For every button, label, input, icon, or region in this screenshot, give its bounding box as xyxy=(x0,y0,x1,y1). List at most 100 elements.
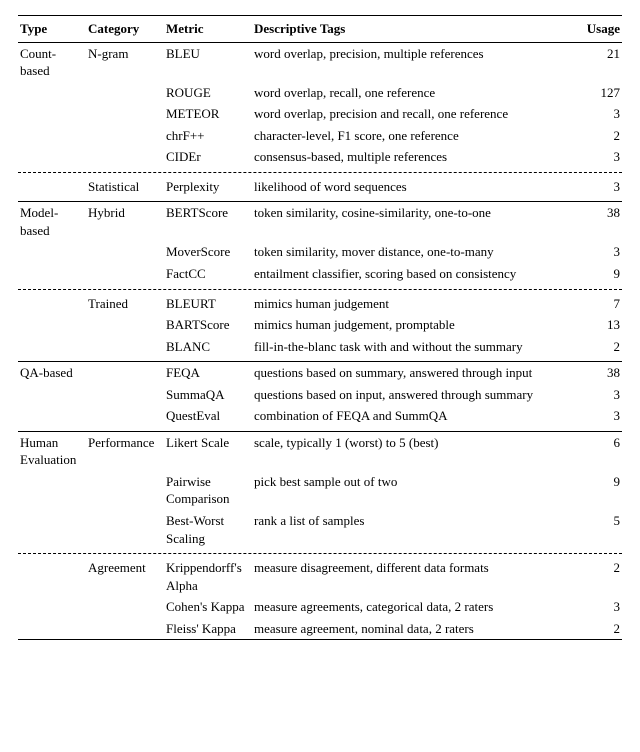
cell-usage: 38 xyxy=(578,202,622,242)
cell-type xyxy=(18,471,86,510)
table-row: BARTScoremimics human judgement, prompta… xyxy=(18,314,622,336)
cell-metric: Krippendorff's Alpha xyxy=(164,557,252,596)
cell-tags: token similarity, mover distance, one-to… xyxy=(252,241,578,263)
cell-type xyxy=(18,125,86,147)
cell-usage: 5 xyxy=(578,510,622,549)
cell-metric: CIDEr xyxy=(164,146,252,168)
cell-usage: 9 xyxy=(578,471,622,510)
cell-type xyxy=(18,384,86,406)
cell-category: Agreement xyxy=(86,557,164,596)
cell-type: QA-based xyxy=(18,362,86,384)
table-row: Pairwise Comparisonpick best sample out … xyxy=(18,471,622,510)
cell-type xyxy=(18,103,86,125)
cell-type xyxy=(18,241,86,263)
cell-type xyxy=(18,557,86,596)
cell-usage: 3 xyxy=(578,146,622,168)
cell-type xyxy=(18,293,86,315)
cell-metric: BLEU xyxy=(164,42,252,82)
cell-metric: Likert Scale xyxy=(164,431,252,471)
cell-category: Hybrid xyxy=(86,202,164,242)
cell-metric: ROUGE xyxy=(164,82,252,104)
cell-usage: 7 xyxy=(578,293,622,315)
table-row: Human EvaluationPerformanceLikert Scales… xyxy=(18,431,622,471)
cell-type xyxy=(18,176,86,198)
cell-category xyxy=(86,471,164,510)
cell-usage: 127 xyxy=(578,82,622,104)
cell-category xyxy=(86,384,164,406)
cell-usage: 6 xyxy=(578,431,622,471)
cell-type xyxy=(18,596,86,618)
cell-type xyxy=(18,618,86,640)
cell-usage: 3 xyxy=(578,241,622,263)
cell-metric: METEOR xyxy=(164,103,252,125)
cell-type xyxy=(18,405,86,427)
table-row xyxy=(18,549,622,557)
cell-type xyxy=(18,336,86,358)
header-usage: Usage xyxy=(578,16,622,43)
cell-category xyxy=(86,82,164,104)
table-row: Fleiss' Kappameasure agreement, nominal … xyxy=(18,618,622,640)
cell-tags: entailment classifier, scoring based on … xyxy=(252,263,578,285)
cell-usage: 2 xyxy=(578,618,622,640)
cell-category xyxy=(86,314,164,336)
table-row: MoverScoretoken similarity, mover distan… xyxy=(18,241,622,263)
cell-type xyxy=(18,82,86,104)
cell-metric: Pairwise Comparison xyxy=(164,471,252,510)
cell-tags: measure disagreement, different data for… xyxy=(252,557,578,596)
cell-type xyxy=(18,314,86,336)
cell-type xyxy=(18,263,86,285)
cell-metric: Perplexity xyxy=(164,176,252,198)
table-row: Best-Worst Scalingrank a list of samples… xyxy=(18,510,622,549)
cell-category xyxy=(86,510,164,549)
table-row: METEORword overlap, precision and recall… xyxy=(18,103,622,125)
table-row: QA-basedFEQAquestions based on summary, … xyxy=(18,362,622,384)
table-row: CIDErconsensus-based, multiple reference… xyxy=(18,146,622,168)
cell-usage: 3 xyxy=(578,103,622,125)
cell-usage: 2 xyxy=(578,557,622,596)
cell-usage: 38 xyxy=(578,362,622,384)
cell-tags: character-level, F1 score, one reference xyxy=(252,125,578,147)
header-category: Category xyxy=(86,16,164,43)
cell-metric: Best-Worst Scaling xyxy=(164,510,252,549)
cell-category xyxy=(86,103,164,125)
cell-category xyxy=(86,362,164,384)
cell-tags: word overlap, precision, multiple refere… xyxy=(252,42,578,82)
cell-category xyxy=(86,405,164,427)
cell-metric: chrF++ xyxy=(164,125,252,147)
table-row: TrainedBLEURTmimics human judgement7 xyxy=(18,293,622,315)
cell-category xyxy=(86,596,164,618)
cell-type xyxy=(18,146,86,168)
cell-tags: scale, typically 1 (worst) to 5 (best) xyxy=(252,431,578,471)
cell-usage: 3 xyxy=(578,384,622,406)
cell-category xyxy=(86,618,164,640)
cell-usage: 2 xyxy=(578,336,622,358)
cell-metric: BLANC xyxy=(164,336,252,358)
cell-category xyxy=(86,241,164,263)
table-row: SummaQAquestions based on input, answere… xyxy=(18,384,622,406)
table-row xyxy=(18,168,622,176)
table-row: FactCCentailment classifier, scoring bas… xyxy=(18,263,622,285)
cell-category: Performance xyxy=(86,431,164,471)
cell-metric: MoverScore xyxy=(164,241,252,263)
cell-category: Trained xyxy=(86,293,164,315)
table-row xyxy=(18,285,622,293)
cell-tags: questions based on input, answered throu… xyxy=(252,384,578,406)
cell-metric: BARTScore xyxy=(164,314,252,336)
cell-category: Statistical xyxy=(86,176,164,198)
cell-type: Human Evaluation xyxy=(18,431,86,471)
cell-tags: word overlap, recall, one reference xyxy=(252,82,578,104)
cell-metric: BLEURT xyxy=(164,293,252,315)
cell-tags: mimics human judgement, promptable xyxy=(252,314,578,336)
header-type: Type xyxy=(18,16,86,43)
cell-usage: 3 xyxy=(578,405,622,427)
cell-category xyxy=(86,125,164,147)
table-row: chrF++character-level, F1 score, one ref… xyxy=(18,125,622,147)
table-row: AgreementKrippendorff's Alphameasure dis… xyxy=(18,557,622,596)
cell-usage: 9 xyxy=(578,263,622,285)
table-row: Model-basedHybridBERTScoretoken similari… xyxy=(18,202,622,242)
cell-tags: pick best sample out of two xyxy=(252,471,578,510)
cell-tags: word overlap, precision and recall, one … xyxy=(252,103,578,125)
cell-tags: token similarity, cosine-similarity, one… xyxy=(252,202,578,242)
cell-category xyxy=(86,263,164,285)
cell-metric: BERTScore xyxy=(164,202,252,242)
